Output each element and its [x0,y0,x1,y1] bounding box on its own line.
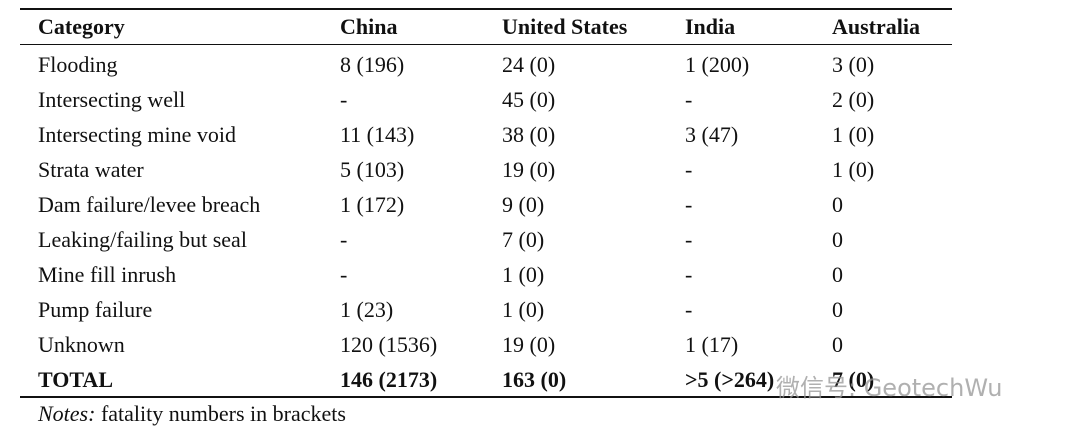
total-cell: >5 (>264) [685,367,775,392]
cell: 0 [832,262,843,287]
cell: Leaking/failing but seal [38,227,247,252]
cell: 19 (0) [502,332,556,357]
cell: 3 (0) [832,52,875,77]
cell: 38 (0) [502,122,556,147]
cell: 1 (0) [502,297,545,322]
cell: 0 [832,192,843,217]
header-cell: Australia [832,14,920,39]
notes-label: Notes: [38,401,96,426]
cell: - [685,262,693,287]
watermark: 微信号: GeotechWu [776,374,1003,402]
cell: 7 (0) [502,227,545,252]
bottom-rule [20,396,952,398]
cell: 1 (0) [832,122,875,147]
header-cell: United States [502,14,628,39]
cell: Mine fill inrush [38,262,177,287]
cell: - [340,87,348,112]
cell: - [685,297,693,322]
cell: Pump failure [38,297,153,322]
top-rule [20,8,952,10]
cell: 0 [832,227,843,252]
cell: - [685,192,693,217]
cell: Intersecting mine void [38,122,236,147]
cell: 2 (0) [832,87,875,112]
cell: 1 (200) [685,52,750,77]
cell: - [685,227,693,252]
cell: 120 (1536) [340,332,438,357]
cell: 19 (0) [502,157,556,182]
cell: - [685,87,693,112]
cell: 1 (172) [340,192,405,217]
header-cell: Category [38,14,125,39]
cell: - [685,157,693,182]
total-cell: 7 (0) [832,367,875,392]
cell: 9 (0) [502,192,545,217]
header-rule [20,44,952,45]
cell: 45 (0) [502,87,556,112]
cell: 24 (0) [502,52,556,77]
cell: 5 (103) [340,157,405,182]
cell: 1 (0) [832,157,875,182]
cell: Intersecting well [38,87,186,112]
cell: 11 (143) [340,122,415,147]
notes: Notes: fatality numbers in brackets [38,401,346,427]
header-cell: India [685,14,736,39]
notes-text: fatality numbers in brackets [100,401,346,426]
total-cell: TOTAL [38,367,113,392]
cell: Unknown [38,332,125,357]
cell: - [340,262,348,287]
cell: Strata water [38,157,144,182]
cell: 8 (196) [340,52,405,77]
total-cell: 163 (0) [502,367,567,392]
cell: Flooding [38,52,118,77]
cell: 0 [832,332,843,357]
cell: 3 (47) [685,122,739,147]
total-cell: 146 (2173) [340,367,438,392]
cell: 1 (23) [340,297,394,322]
cell: 1 (0) [502,262,545,287]
cell: Dam failure/levee breach [38,192,261,217]
cell: - [340,227,348,252]
cell: 1 (17) [685,332,739,357]
cell: 0 [832,297,843,322]
header-cell: China [340,14,398,39]
